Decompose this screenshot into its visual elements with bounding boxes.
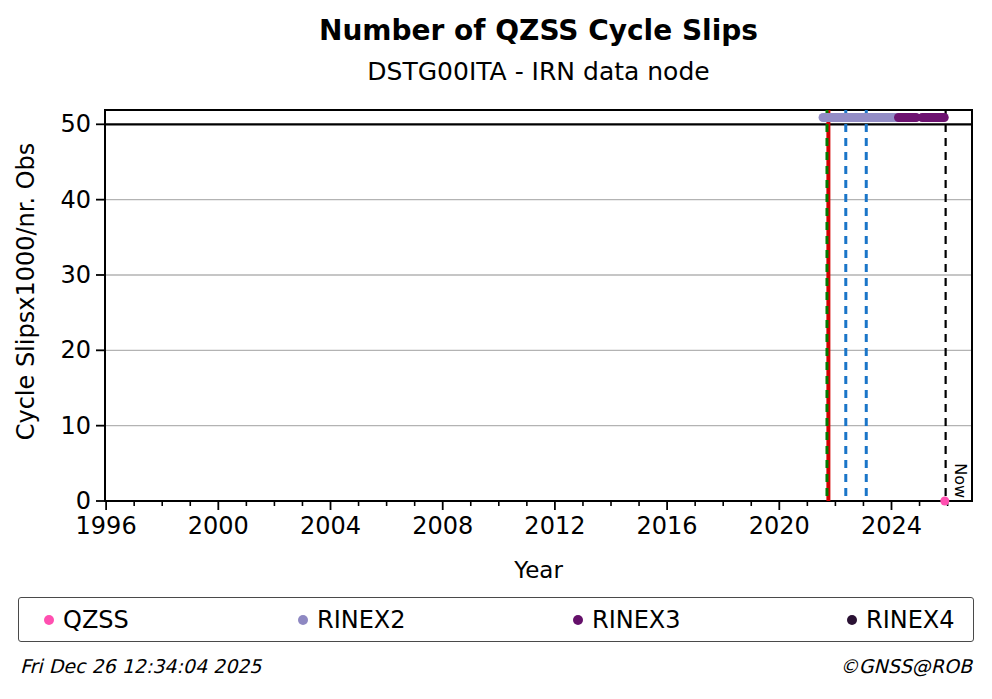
y-tick-label-30: 30 <box>60 261 91 289</box>
x-tick-label-2020: 2020 <box>749 512 810 540</box>
legend-label-rinex3: RINEX3 <box>592 606 681 634</box>
legend-label-rinex2: RINEX2 <box>317 606 406 634</box>
rinex3-marker-icon <box>573 615 583 625</box>
qzss-marker-icon <box>44 615 54 625</box>
y-tick-label-40: 40 <box>60 186 91 214</box>
y-tick-label-10: 10 <box>60 412 91 440</box>
rinex2-marker-icon <box>298 615 308 625</box>
x-tick-label-2008: 2008 <box>412 512 473 540</box>
legend-label-rinex4: RINEX4 <box>866 606 955 634</box>
legend-item-rinex3: RINEX3 <box>573 598 681 641</box>
x-axis-label: Year <box>513 557 563 583</box>
legend-item-rinex4: RINEX4 <box>847 598 955 641</box>
legend-label-qzss: QZSS <box>63 606 129 634</box>
y-axis-label: Cycle Slipsx1000/nr. Obs <box>12 143 40 441</box>
rinex4-marker-icon <box>847 615 857 625</box>
x-tick-label-2012: 2012 <box>524 512 585 540</box>
chart-page: Number of QZSS Cycle Slips DSTG00ITA - I… <box>0 0 992 699</box>
y-tick-label-50: 50 <box>60 110 91 138</box>
series-qzss-point-0 <box>940 497 949 506</box>
plot-canvas: 1996 2000 2004 2008 2012 2016 2020 2024 0 10 20 30 4… <box>0 0 992 595</box>
x-tick-label-2024: 2024 <box>861 512 922 540</box>
credit-text: ©GNSS@ROB <box>840 655 972 677</box>
x-tick-label-2016: 2016 <box>637 512 698 540</box>
plot-frame <box>105 110 972 501</box>
now-label: Now <box>951 463 970 498</box>
y-tick-label-20: 20 <box>60 336 91 364</box>
x-tick-label-1996: 1996 <box>76 512 137 540</box>
x-tick-label-2000: 2000 <box>188 512 249 540</box>
x-tick-label-2004: 2004 <box>300 512 361 540</box>
timestamp-text: Fri Dec 26 12:34:04 2025 <box>20 655 261 677</box>
legend: QZSS RINEX2 RINEX3 RINEX4 <box>18 597 974 642</box>
legend-item-rinex2: RINEX2 <box>298 598 406 641</box>
y-tick-label-0: 0 <box>76 487 91 515</box>
legend-item-qzss: QZSS <box>44 598 129 641</box>
